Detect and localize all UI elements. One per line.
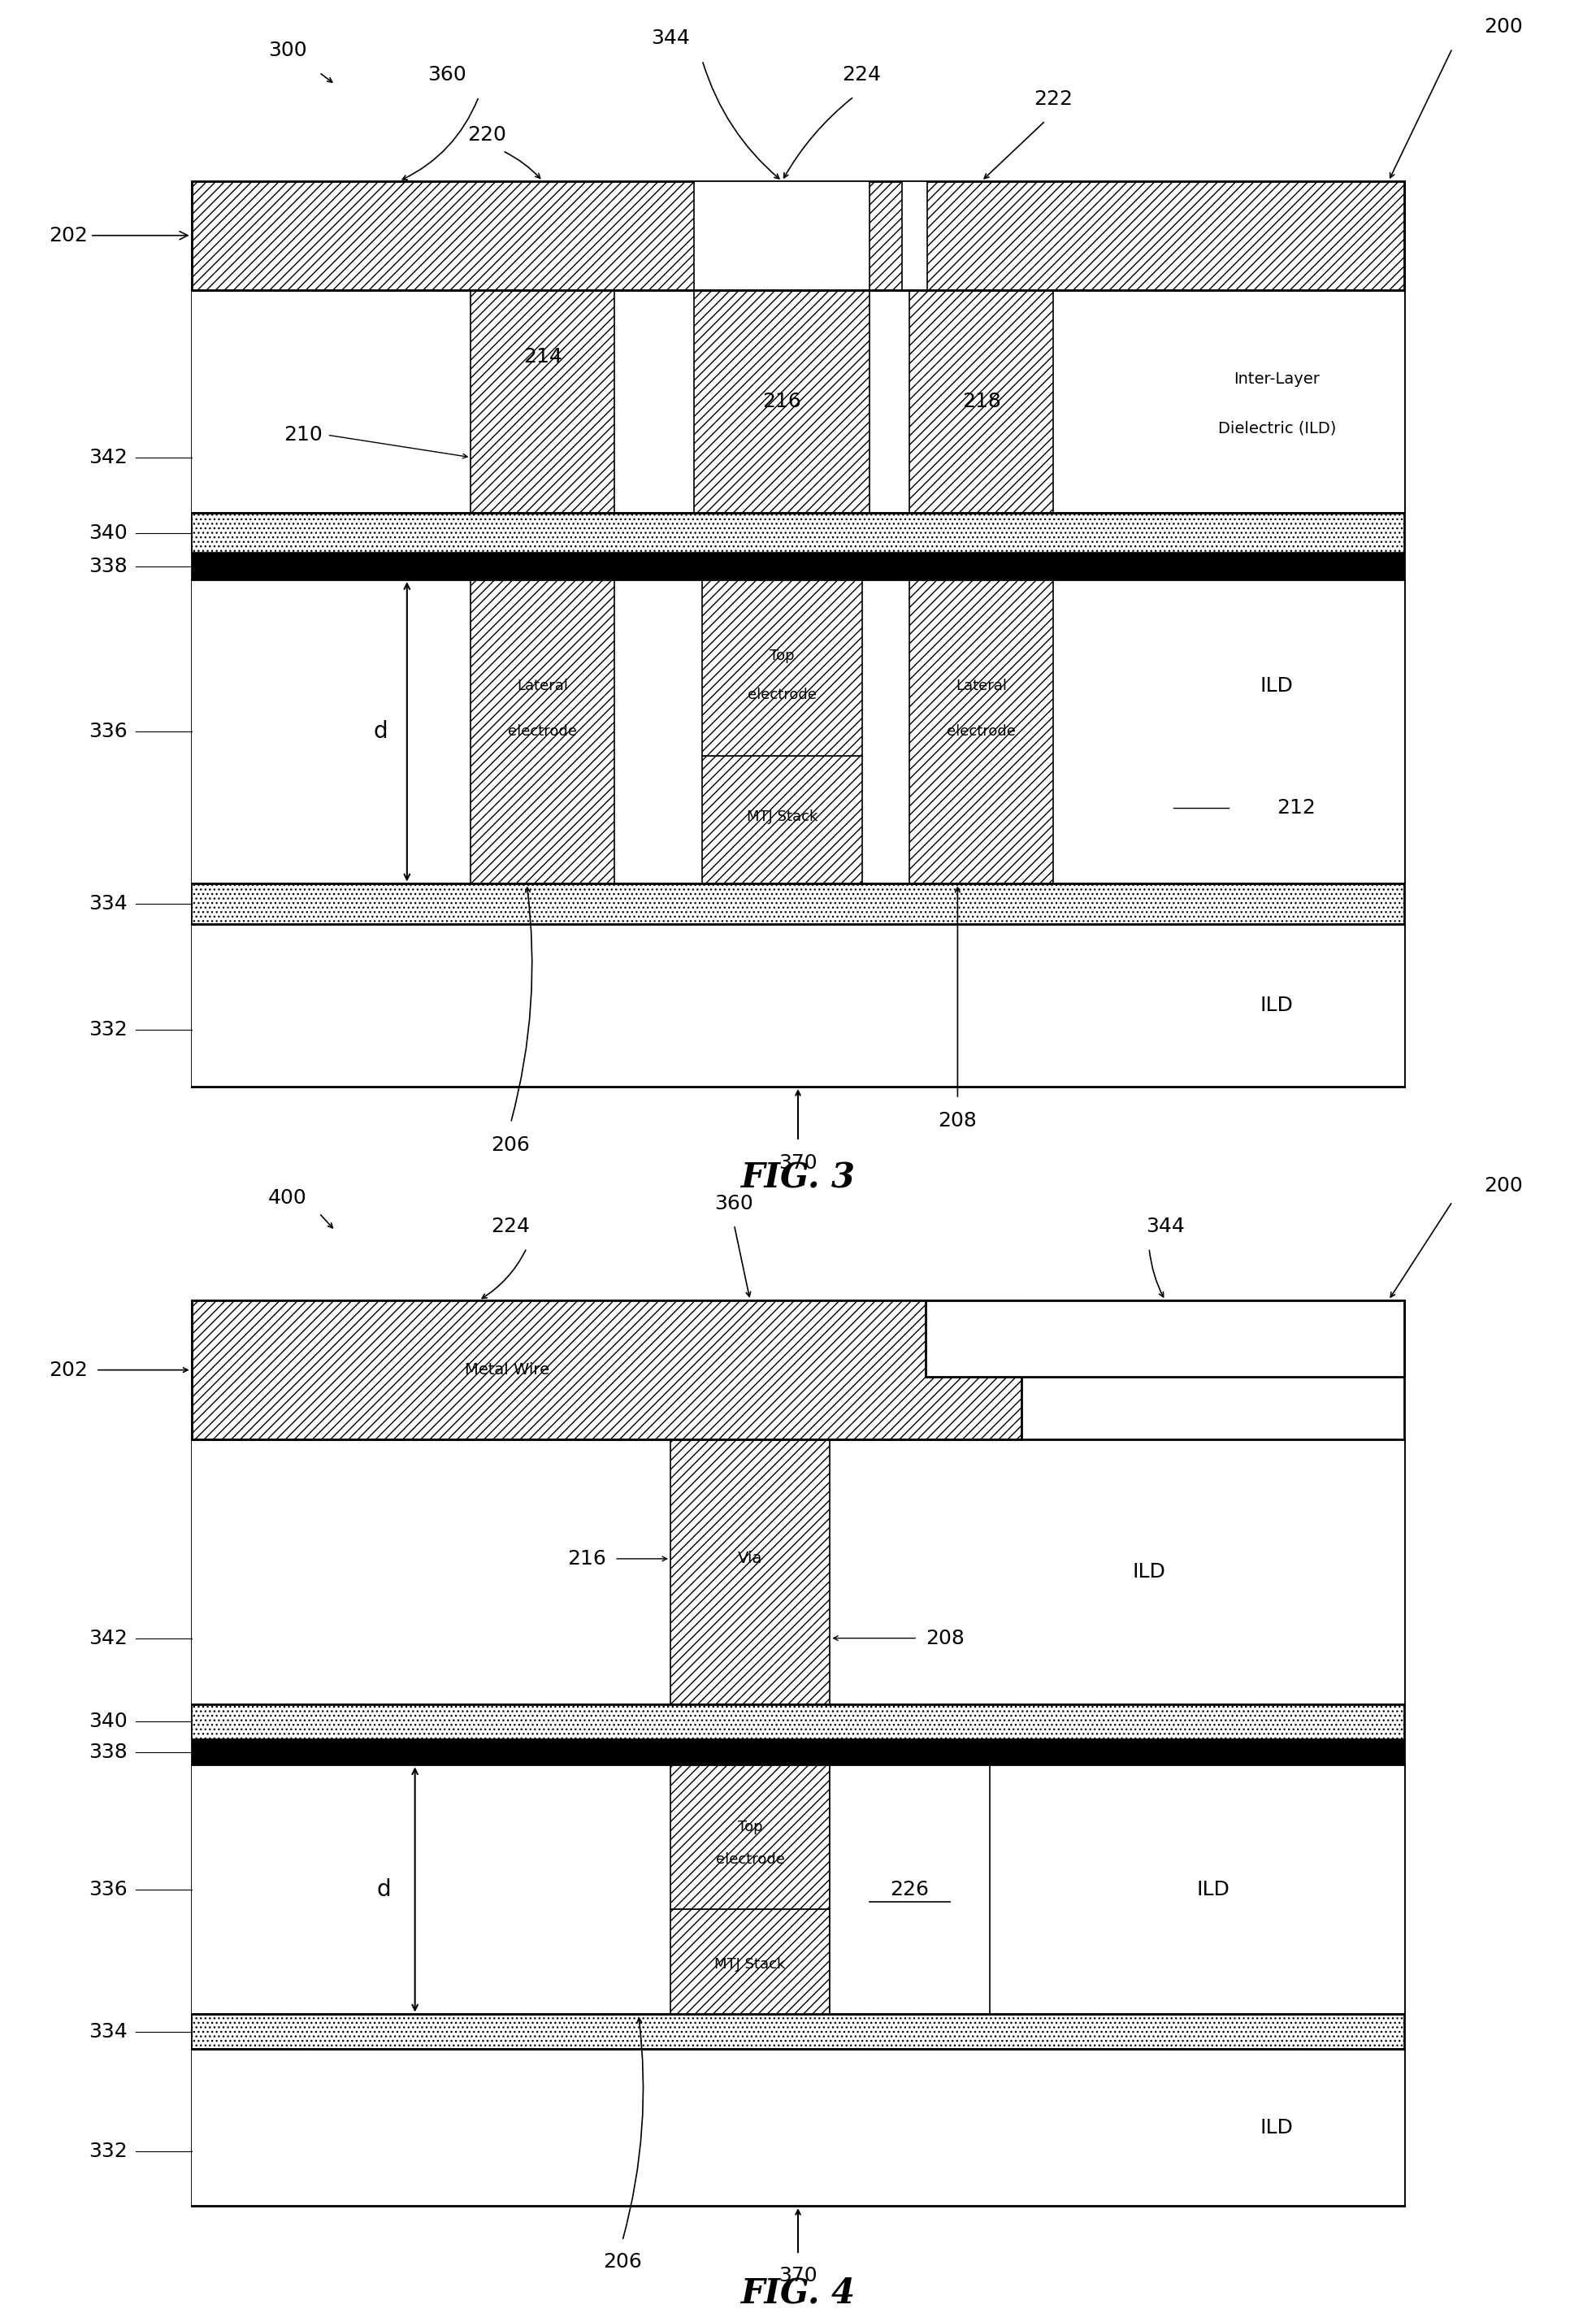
Text: 212: 212 bbox=[1277, 799, 1315, 817]
Text: 202: 202 bbox=[49, 1361, 88, 1379]
Text: 208: 208 bbox=[926, 1628, 964, 1649]
Text: Lateral: Lateral bbox=[956, 678, 1007, 694]
Text: 208: 208 bbox=[938, 1110, 977, 1131]
Bar bbox=[192, 2050, 1404, 2206]
Text: MTJ Stack: MTJ Stack bbox=[747, 810, 817, 824]
Bar bbox=[192, 2013, 1404, 2050]
Text: 340: 340 bbox=[89, 1711, 128, 1732]
Text: 334: 334 bbox=[89, 2022, 128, 2041]
Bar bbox=[192, 513, 1404, 553]
Bar bbox=[192, 181, 1404, 1087]
Bar bbox=[670, 1909, 830, 2013]
Bar bbox=[926, 1300, 1404, 1377]
Text: 220: 220 bbox=[468, 125, 506, 144]
Text: 344: 344 bbox=[1146, 1217, 1184, 1235]
Text: 344: 344 bbox=[651, 28, 689, 49]
Bar bbox=[192, 1739, 1404, 1765]
Text: Inter-Layer: Inter-Layer bbox=[1234, 372, 1320, 388]
Text: Via: Via bbox=[737, 1551, 763, 1567]
Text: 342: 342 bbox=[89, 448, 128, 467]
Text: 222: 222 bbox=[1034, 88, 1073, 109]
Text: 338: 338 bbox=[89, 1742, 128, 1762]
Bar bbox=[670, 1765, 830, 1909]
Text: Top: Top bbox=[737, 1820, 763, 1834]
Text: d: d bbox=[373, 720, 388, 743]
Bar bbox=[902, 181, 927, 290]
Text: FIG. 4: FIG. 4 bbox=[741, 2276, 855, 2310]
Text: electrode: electrode bbox=[946, 724, 1017, 738]
Text: 300: 300 bbox=[268, 42, 306, 60]
Text: ILD: ILD bbox=[1261, 2118, 1293, 2136]
Bar bbox=[192, 924, 1404, 1087]
Bar bbox=[910, 580, 1053, 885]
Bar bbox=[702, 580, 862, 757]
Text: 370: 370 bbox=[779, 2266, 817, 2285]
Text: 206: 206 bbox=[603, 2252, 642, 2271]
Text: 216: 216 bbox=[568, 1549, 606, 1570]
Text: 226: 226 bbox=[891, 1881, 929, 1899]
Text: electrode: electrode bbox=[715, 1853, 785, 1867]
Bar bbox=[910, 290, 1053, 513]
Text: 224: 224 bbox=[843, 65, 881, 84]
Text: FIG. 3: FIG. 3 bbox=[741, 1161, 855, 1196]
Text: 200: 200 bbox=[1484, 1177, 1523, 1196]
Bar bbox=[192, 553, 1404, 580]
Text: 200: 200 bbox=[1484, 16, 1523, 37]
Bar bbox=[192, 290, 1404, 513]
Text: ILD: ILD bbox=[1261, 676, 1293, 697]
Text: 342: 342 bbox=[89, 1628, 128, 1649]
Bar bbox=[192, 1300, 1404, 2206]
Text: 216: 216 bbox=[763, 392, 801, 411]
Text: 336: 336 bbox=[89, 722, 128, 741]
Text: 400: 400 bbox=[268, 1189, 306, 1207]
Text: Metal Wire: Metal Wire bbox=[464, 1363, 549, 1377]
Bar bbox=[192, 1300, 1021, 1440]
Text: electrode: electrode bbox=[508, 724, 578, 738]
Bar bbox=[192, 580, 1404, 885]
Bar bbox=[192, 1765, 1404, 2013]
Bar bbox=[192, 1704, 1404, 1739]
Text: 210: 210 bbox=[284, 425, 322, 446]
Text: ILD: ILD bbox=[1197, 1881, 1229, 1899]
Text: Dielectric (ILD): Dielectric (ILD) bbox=[1218, 420, 1336, 437]
Text: Top: Top bbox=[769, 648, 795, 664]
Text: 370: 370 bbox=[779, 1154, 817, 1173]
Bar bbox=[471, 290, 614, 513]
Text: ILD: ILD bbox=[1133, 1563, 1165, 1581]
Text: 360: 360 bbox=[428, 65, 466, 84]
Bar bbox=[471, 580, 614, 885]
Text: d: d bbox=[377, 1878, 391, 1902]
Text: 340: 340 bbox=[89, 522, 128, 543]
Text: 218: 218 bbox=[962, 392, 1001, 411]
Text: 206: 206 bbox=[492, 1135, 530, 1154]
Text: MTJ Stack: MTJ Stack bbox=[715, 1957, 785, 1971]
Text: 202: 202 bbox=[49, 225, 188, 246]
Text: 214: 214 bbox=[523, 346, 562, 367]
Text: 338: 338 bbox=[89, 557, 128, 576]
Text: 332: 332 bbox=[89, 2141, 128, 2162]
Bar bbox=[192, 181, 1404, 290]
Text: 224: 224 bbox=[492, 1217, 530, 1235]
Bar bbox=[670, 1440, 830, 1704]
Bar bbox=[192, 885, 1404, 924]
Bar bbox=[702, 757, 862, 885]
Text: 360: 360 bbox=[715, 1194, 753, 1212]
Text: Lateral: Lateral bbox=[517, 678, 568, 694]
Text: ILD: ILD bbox=[1261, 996, 1293, 1015]
Text: 336: 336 bbox=[89, 1881, 128, 1899]
Text: electrode: electrode bbox=[747, 687, 817, 704]
Text: 334: 334 bbox=[89, 894, 128, 913]
Text: 332: 332 bbox=[89, 1019, 128, 1040]
Bar bbox=[694, 181, 870, 290]
Bar bbox=[192, 1440, 1404, 1704]
Bar bbox=[830, 1765, 990, 2013]
Bar bbox=[694, 290, 870, 513]
